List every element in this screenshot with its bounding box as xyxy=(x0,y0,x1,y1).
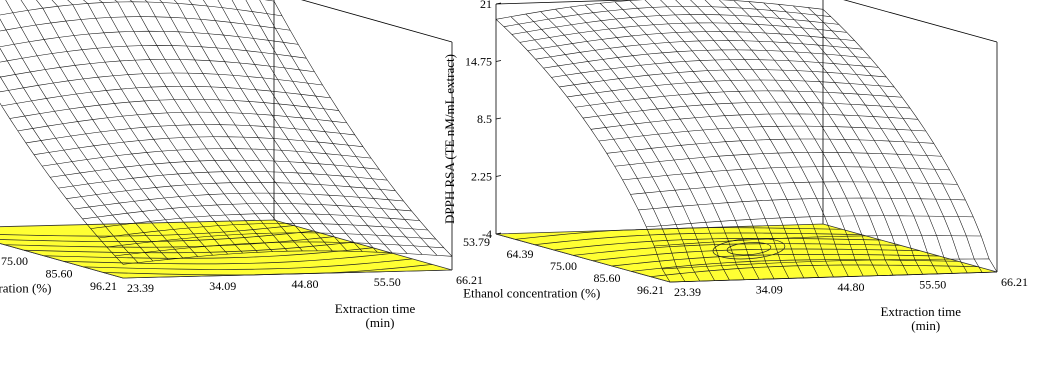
y-axis-title: Extraction time xyxy=(880,304,961,319)
y-axis-title-unit: (min) xyxy=(366,315,395,330)
y-tick-label: 23.39 xyxy=(674,285,701,299)
z-tick-label: 21 xyxy=(480,0,492,11)
tpc-surface-plot: 1917253353.7964.3975.0085.6096.2123.3934… xyxy=(0,0,483,330)
y-tick-label: 66.21 xyxy=(456,273,483,287)
y-tick-label: 55.50 xyxy=(374,275,401,289)
x-axis: 53.79 64.39 75.00 85.60 96.21 xyxy=(463,235,664,297)
x-tick-label: 96.21 xyxy=(90,279,117,293)
y-tick-label: 44.80 xyxy=(838,280,865,294)
y-tick-label: 44.80 xyxy=(292,277,319,291)
z-tick-label: -4 xyxy=(482,227,492,241)
surface-wireframe xyxy=(0,0,453,265)
y-axis: 23.39 34.09 44.80 55.50 66.21 xyxy=(127,273,483,295)
z-axis: -4 2.25 8.5 14.75 21 xyxy=(465,0,502,241)
z-tick-label: 14.75 xyxy=(465,55,492,69)
y-axis: 23.39 34.09 44.80 55.50 66.21 xyxy=(674,275,1028,299)
x-axis-title: Ethanol concentration (%) xyxy=(463,285,600,300)
x-tick-label: 53.79 xyxy=(463,235,490,249)
x-tick-label: 96.21 xyxy=(637,283,664,297)
y-tick-label: 34.09 xyxy=(209,279,236,293)
x-tick-label: 64.39 xyxy=(507,247,534,261)
contour-lines xyxy=(0,225,433,276)
z-tick-label: 2.25 xyxy=(471,170,492,184)
x-tick-label: 85.60 xyxy=(594,271,621,285)
x-tick-label: 85.60 xyxy=(46,267,73,281)
x-tick-label: 75.00 xyxy=(1,254,28,268)
y-tick-label: 55.50 xyxy=(919,278,946,292)
z-axis-title: DPPH RSA (TE nM/mL extract) xyxy=(442,54,457,224)
x-tick-label: 75.00 xyxy=(550,259,577,273)
y-axis-title: Extraction time xyxy=(335,301,416,316)
y-tick-label: 23.39 xyxy=(127,281,154,295)
y-tick-label: 66.21 xyxy=(1001,275,1028,289)
z-tick-label: 8.5 xyxy=(477,112,492,126)
y-axis-title-unit: (min) xyxy=(911,318,940,333)
dpph-surface-plot: -4 2.25 8.5 14.75 21 53.79 64.39 75.00 85.60 96.2… xyxy=(442,0,1028,333)
surface-wireframe xyxy=(495,0,998,283)
x-axis-title: Ethanol concentration (%) xyxy=(0,281,51,296)
y-tick-label: 34.09 xyxy=(756,283,783,297)
